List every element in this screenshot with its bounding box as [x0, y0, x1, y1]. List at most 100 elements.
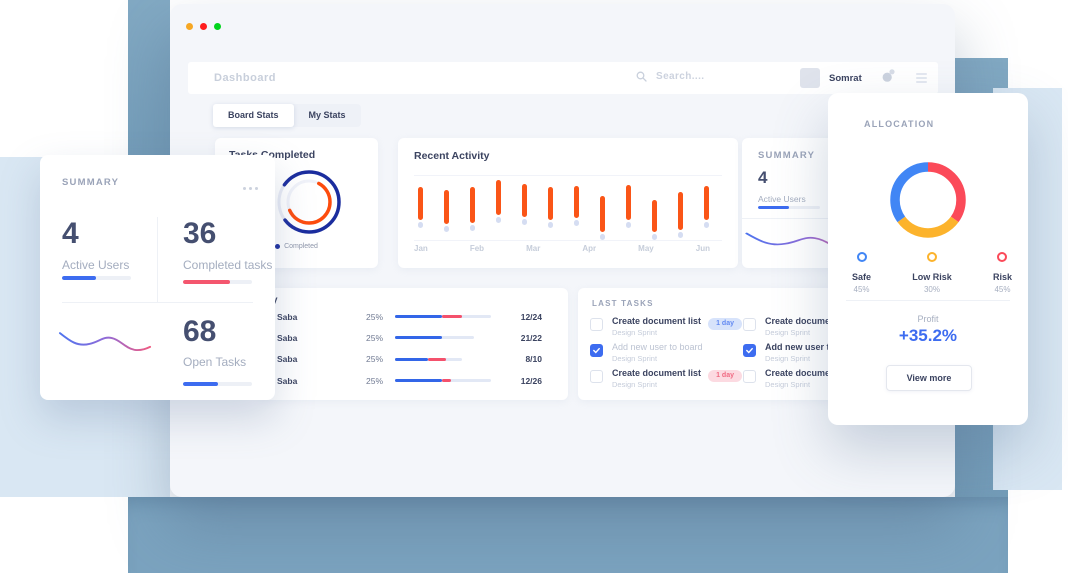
activity-bar — [522, 184, 527, 218]
task-item: Create document list Design Sprint — [743, 368, 943, 394]
bar-fill-blue — [395, 315, 443, 319]
legend-ring-icon — [926, 252, 937, 262]
task-checkbox[interactable] — [743, 318, 756, 331]
row-value: 21/22 — [520, 332, 542, 343]
summary-left-card: SUMMARY 4 Active Users 36 Completed task… — [40, 155, 275, 400]
task-item: Create document list Design Sprint 1 day — [590, 368, 742, 394]
task-checkbox[interactable] — [590, 318, 603, 331]
app-window: Dashboard Search.... Somrat Board Stats M… — [170, 4, 955, 497]
activity-bar — [418, 186, 423, 221]
task-text: Create document list Design Sprint — [765, 368, 854, 389]
allocation-card: ALLOCATION Safe 45% Low Risk 30% Risk 45% Pro… — [828, 93, 1028, 425]
search-icon — [636, 71, 647, 82]
legend-pct: 45% — [994, 285, 1011, 294]
traffic-light-2[interactable] — [214, 23, 221, 30]
decor-left-strip — [128, 0, 170, 155]
task-item: Create document list Design Sprint 1 day — [590, 316, 742, 342]
stats-tabs: Board Stats My Stats — [213, 104, 361, 127]
dots-menu[interactable] — [240, 177, 258, 195]
activity-bar — [652, 199, 657, 232]
card-title: ALLOCATION — [864, 119, 935, 129]
stat-value: 4 — [758, 168, 768, 187]
card-title: SUMMARY — [758, 150, 816, 161]
task-subtitle: Design Sprint — [612, 328, 658, 337]
traffic-light-0[interactable] — [186, 23, 193, 30]
legend-item: Risk 45% — [993, 249, 1012, 294]
month-label: Jan — [414, 244, 428, 253]
stat-value: 68 — [183, 315, 217, 348]
progress-fill — [183, 382, 219, 386]
stat-value: 4 — [62, 217, 79, 250]
card-title: SUMMARY — [62, 177, 120, 188]
window-traffic-lights — [186, 17, 228, 35]
task-checkbox[interactable] — [590, 370, 603, 383]
donut-legend: Completed — [215, 243, 378, 250]
task-column-right: Create document list Design Sprint Add new… — [743, 316, 943, 394]
view-more-button[interactable]: View more — [886, 365, 972, 391]
search-input[interactable]: Search.... — [636, 71, 704, 82]
card-title: Recent Activity — [414, 150, 490, 162]
team-table: Saba 25% 12/24 Saba 25% 21/22 Saba 25% 8/10 Saba 2… — [258, 306, 568, 391]
activity-bar — [704, 186, 709, 221]
segment-low-risk — [890, 162, 966, 238]
bar-fill-blue — [395, 357, 428, 361]
bar-fill-red — [427, 357, 446, 361]
bar-fill-red — [442, 315, 463, 319]
task-text: Create document list Design Sprint — [612, 368, 701, 389]
row-value: 8/10 — [525, 354, 542, 365]
legend-item: Safe 45% — [852, 249, 871, 294]
activity-bar-tail — [704, 222, 709, 229]
due-badge: 1 day — [708, 370, 742, 382]
task-subtitle: Design Sprint — [765, 328, 811, 337]
task-checkbox[interactable] — [590, 344, 603, 357]
legend-pct: 30% — [923, 285, 940, 294]
tab-my-stats[interactable]: My Stats — [308, 110, 346, 120]
recent-activity-card: Recent Activity Jan Feb Mar Apr May Jun — [398, 138, 738, 268]
tasks-donut-chart — [277, 170, 341, 234]
traffic-light-1[interactable] — [200, 23, 207, 30]
task-title: Create document list — [765, 316, 855, 326]
top-navbar: Dashboard Search.... Somrat — [188, 62, 938, 94]
stat-label: Completed tasks — [183, 258, 273, 272]
task-text: Add new user to board Design Sprint — [612, 342, 703, 363]
task-checkbox[interactable] — [743, 370, 756, 383]
task-subtitle: Design Sprint — [612, 354, 658, 363]
legend-label: Low Risk — [912, 272, 952, 282]
stat-label: Open Tasks — [183, 355, 247, 369]
legend-label: Risk — [992, 272, 1012, 282]
inner-progress — [286, 179, 332, 225]
notification-icon[interactable] — [882, 69, 895, 83]
activity-bar-tail — [418, 222, 423, 229]
legend-label: Safe — [852, 272, 872, 282]
legend-ring-icon — [856, 252, 867, 262]
member-name: Saba — [277, 354, 298, 365]
month-label: Feb — [469, 244, 485, 253]
tab-board-stats[interactable]: Board Stats — [213, 104, 294, 127]
x-axis-labels: Jan Feb Mar Apr May Jun — [414, 244, 710, 253]
task-checkbox[interactable] — [743, 344, 756, 357]
task-subtitle: Design Sprint — [612, 380, 658, 389]
search-placeholder: Search.... — [656, 71, 705, 82]
row-value: 12/24 — [520, 311, 542, 322]
legend-dot-icon — [275, 243, 281, 249]
sparkline-chart — [58, 332, 152, 352]
stat-value: 36 — [183, 217, 217, 250]
bar-fill-red — [442, 379, 451, 383]
progress-bar — [183, 382, 252, 386]
avatar[interactable] — [800, 68, 820, 88]
task-item: Create document list Design Sprint — [743, 316, 943, 342]
user-name: Somrat — [829, 73, 862, 84]
task-subtitle: Design Sprint — [765, 380, 811, 389]
activity-bar — [548, 186, 553, 221]
table-row: Saba 25% 8/10 — [258, 349, 568, 370]
task-text: Create document list Design Sprint — [612, 316, 701, 337]
task-column-left: Create document list Design Sprint 1 day Ad… — [590, 316, 742, 394]
menu-icon[interactable] — [916, 73, 927, 85]
activity-bar — [444, 189, 449, 224]
member-name: Saba — [277, 332, 298, 343]
divider — [62, 302, 253, 303]
activity-bar-tail — [678, 232, 683, 239]
task-item: Add new user to board Design Sprint — [743, 342, 943, 368]
activity-bar-tail — [548, 222, 553, 229]
